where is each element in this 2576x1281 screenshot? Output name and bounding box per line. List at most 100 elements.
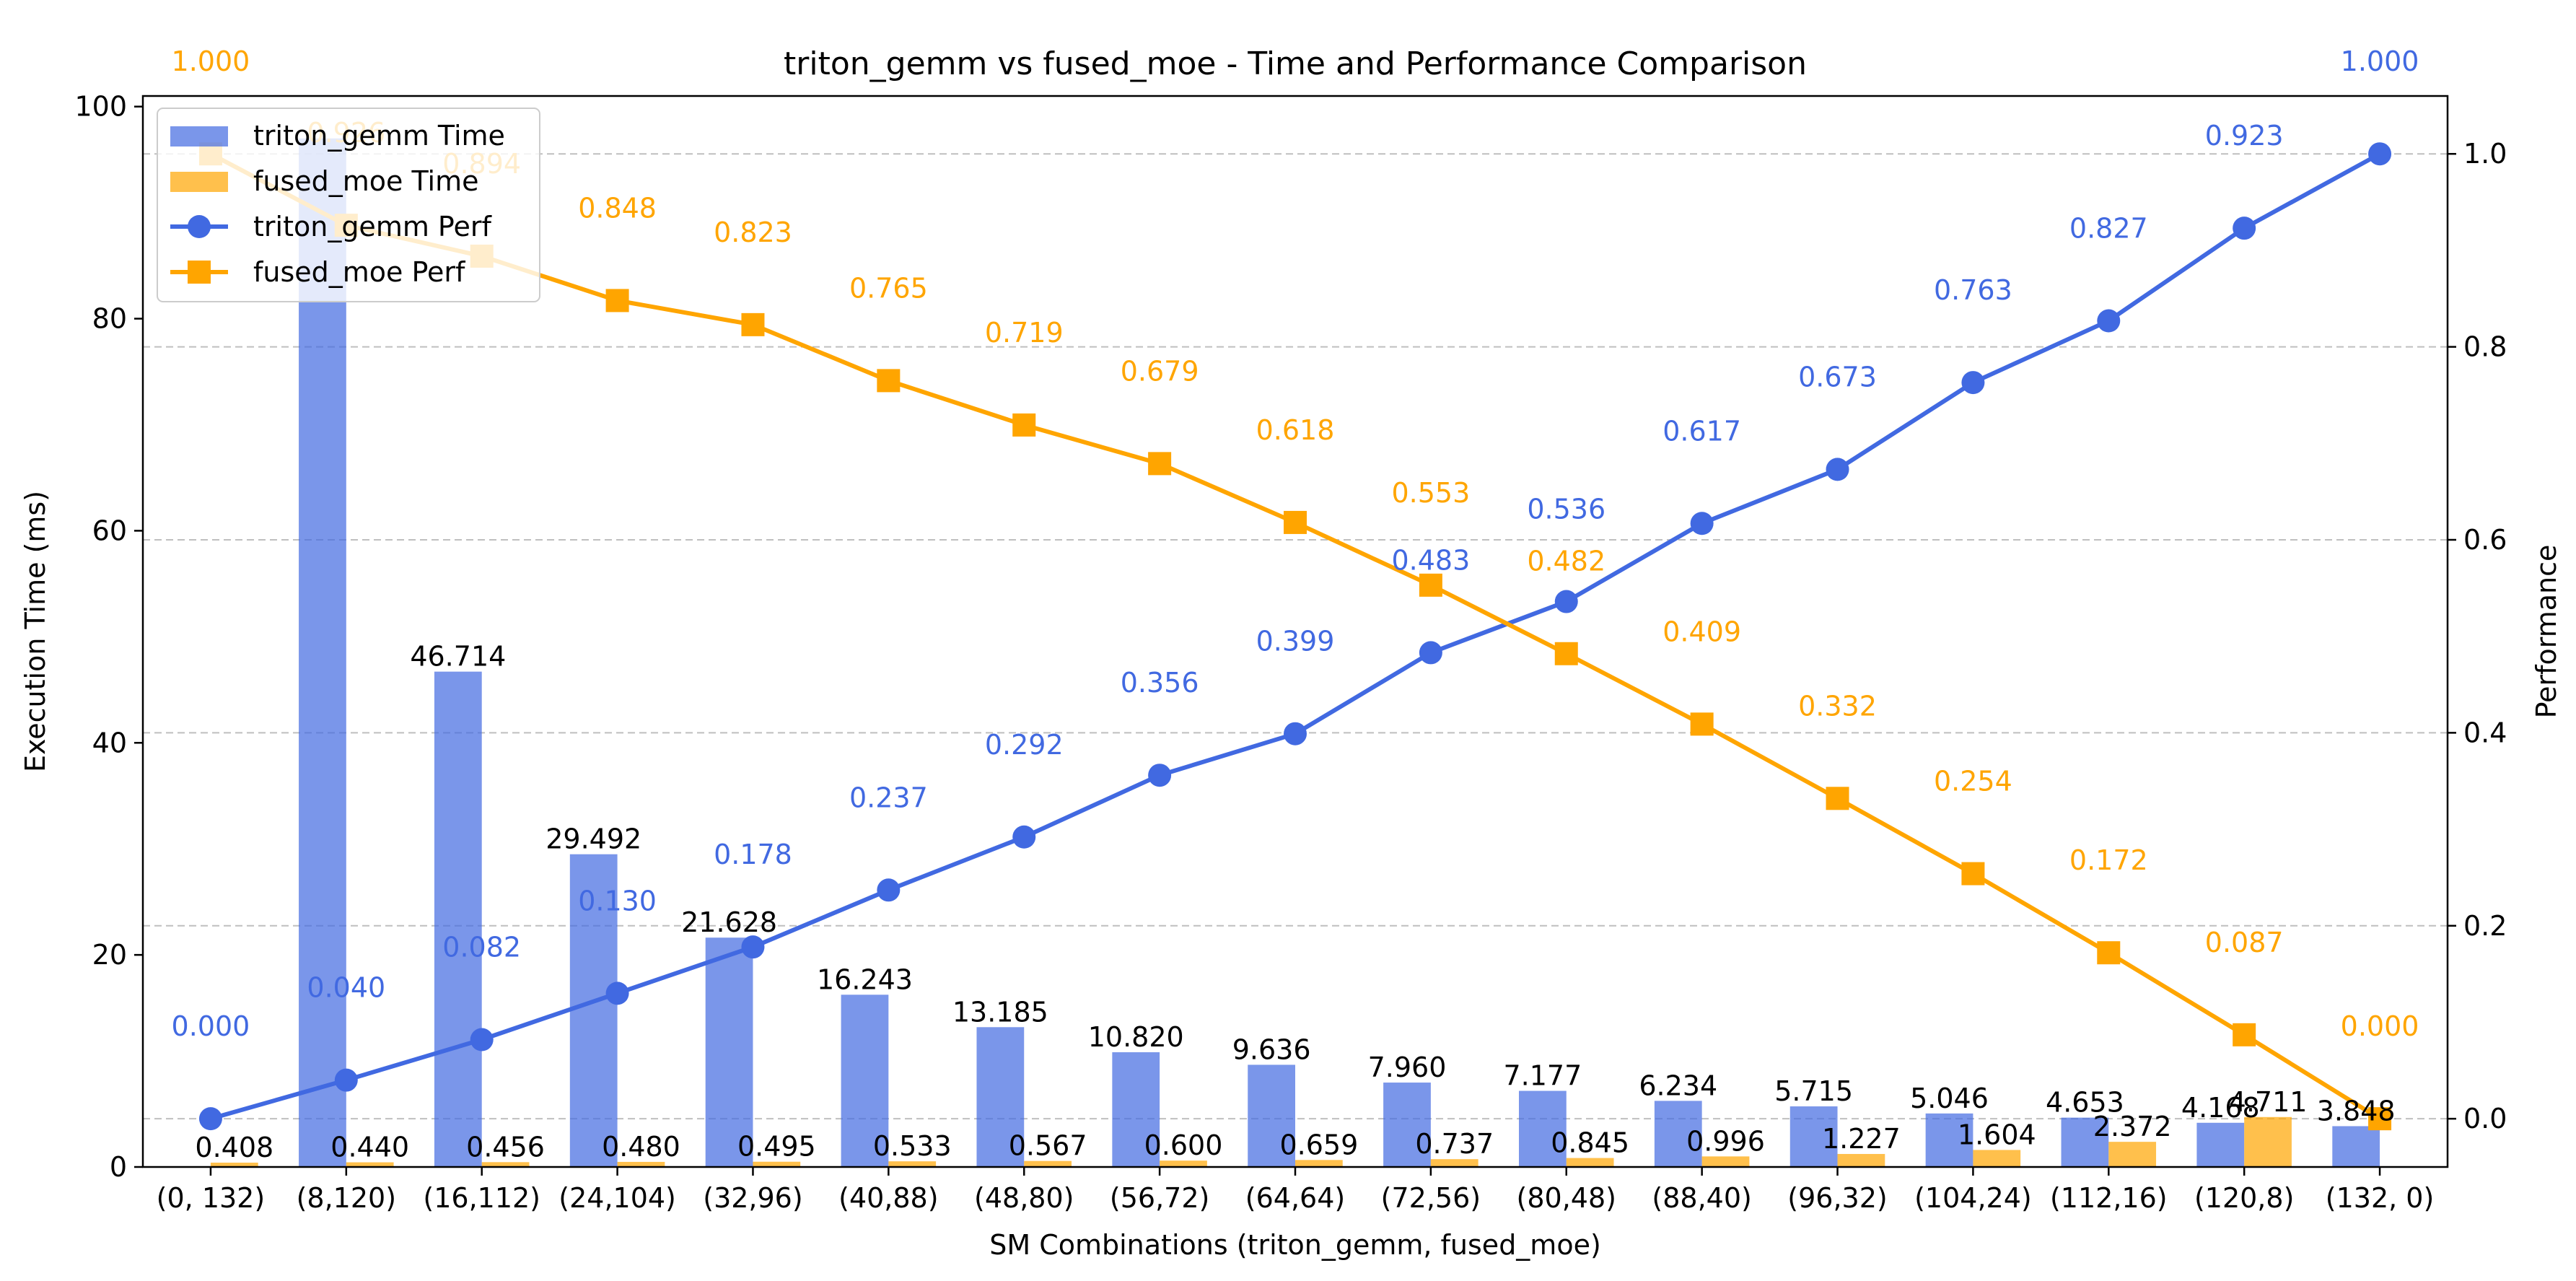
bar-fused-moe-time bbox=[2244, 1116, 2292, 1167]
perf-value-label: 0.130 bbox=[578, 885, 657, 917]
marker-triton-gemm-perf bbox=[2368, 142, 2392, 166]
bar-triton-gemm-time bbox=[1383, 1083, 1431, 1167]
axes: (0, 132) (8,120) (16,112) (24,104) (32,96) (4… bbox=[74, 91, 2507, 1214]
y-tick-label-right: 0.6 bbox=[2463, 524, 2507, 556]
perf-value-label: 0.763 bbox=[1934, 274, 2012, 306]
marker-fused-moe-perf bbox=[1554, 642, 1578, 665]
perf-value-label: 0.000 bbox=[172, 1010, 250, 1042]
x-tick-label: (80,48) bbox=[1517, 1182, 1616, 1214]
marker-triton-gemm-perf bbox=[2233, 217, 2256, 240]
bar-triton-gemm-time bbox=[299, 138, 346, 1168]
bar-triton-gemm-time bbox=[569, 854, 618, 1167]
bars bbox=[210, 138, 2380, 1168]
bar-value-label: 0.737 bbox=[1415, 1128, 1494, 1160]
bar-value-label: 0.456 bbox=[466, 1131, 545, 1163]
bar-value-label: 29.492 bbox=[546, 823, 641, 855]
y-tick-label-left: 20 bbox=[92, 939, 127, 971]
legend-swatch bbox=[170, 126, 228, 147]
bar-value-label: 0.533 bbox=[873, 1130, 952, 1162]
legend-label: triton_gemm Time bbox=[253, 120, 505, 152]
x-tick-label: (72,56) bbox=[1381, 1182, 1481, 1214]
marker-triton-gemm-perf bbox=[198, 1107, 222, 1131]
perf-value-label: 0.848 bbox=[578, 192, 657, 224]
marker-triton-gemm-perf bbox=[1690, 512, 1714, 535]
bar-fused-moe-time bbox=[753, 1161, 801, 1167]
bar-value-label: 16.243 bbox=[817, 963, 913, 995]
perf-value-label: 0.923 bbox=[2205, 120, 2284, 152]
bar-value-label: 0.408 bbox=[195, 1132, 273, 1163]
x-tick-label: (24,104) bbox=[558, 1182, 676, 1214]
perf-value-label: 0.399 bbox=[1256, 626, 1335, 657]
perf-value-label: 0.000 bbox=[2341, 1010, 2419, 1042]
x-axis-label: SM Combinations (triton_gemm, fused_moe) bbox=[989, 1229, 1601, 1261]
bar-triton-gemm-time bbox=[434, 671, 482, 1167]
bar-value-label: 13.185 bbox=[952, 996, 1048, 1028]
perf-value-label: 0.178 bbox=[714, 839, 792, 870]
bar-fused-moe-time bbox=[346, 1162, 394, 1167]
y-tick-label-left: 100 bbox=[74, 91, 127, 123]
x-tick-label: (112,16) bbox=[2050, 1182, 2168, 1214]
bar-fused-moe-time bbox=[2108, 1142, 2157, 1167]
bar-fused-moe-time bbox=[1701, 1156, 1750, 1167]
bar-triton-gemm-time bbox=[2196, 1122, 2245, 1167]
bar-fused-moe-time bbox=[1295, 1160, 1343, 1167]
perf-value-label: 0.172 bbox=[2069, 844, 2148, 876]
x-tick-label: (88,40) bbox=[1652, 1182, 1751, 1214]
y-axis-label-left: Execution Time (ms) bbox=[19, 491, 51, 772]
bar-fused-moe-time bbox=[1837, 1153, 1885, 1167]
marker-triton-gemm-perf bbox=[1284, 722, 1307, 746]
perf-value-label: 0.536 bbox=[1527, 494, 1605, 525]
perf-value-label: 0.409 bbox=[1662, 616, 1741, 647]
marker-fused-moe-perf bbox=[605, 289, 629, 312]
bar-triton-gemm-time bbox=[841, 994, 889, 1167]
marker-triton-gemm-perf bbox=[1554, 590, 1578, 613]
bar-fused-moe-time bbox=[1973, 1150, 2021, 1167]
bar-fused-moe-time bbox=[1024, 1160, 1072, 1167]
marker-triton-gemm-perf bbox=[605, 981, 629, 1005]
marker-fused-moe-perf bbox=[741, 312, 765, 336]
perf-value-label: 0.618 bbox=[1256, 414, 1335, 446]
x-tick-label: (8,120) bbox=[297, 1182, 396, 1214]
x-tick-label: (40,88) bbox=[838, 1182, 938, 1214]
bar-fused-moe-time bbox=[1430, 1159, 1478, 1167]
bar-value-label: 0.480 bbox=[602, 1131, 680, 1163]
marker-fused-moe-perf bbox=[1826, 787, 1849, 810]
y-tick-label-left: 40 bbox=[92, 727, 127, 758]
marker-fused-moe-perf bbox=[1148, 452, 1172, 476]
marker-fused-moe-perf bbox=[2233, 1023, 2256, 1046]
marker-triton-gemm-perf bbox=[741, 935, 765, 959]
bar-value-label: 0.845 bbox=[1551, 1127, 1629, 1159]
marker-fused-moe-perf bbox=[2097, 941, 2121, 965]
bar-value-label: 2.372 bbox=[2093, 1111, 2172, 1142]
bar-value-label: 4.653 bbox=[2046, 1087, 2124, 1119]
perf-value-label: 0.719 bbox=[985, 317, 1064, 349]
x-tick-label: (96,32) bbox=[1787, 1182, 1887, 1214]
legend-marker bbox=[188, 261, 211, 284]
bar-value-label: 4.711 bbox=[2229, 1086, 2308, 1118]
legend-swatch bbox=[170, 172, 228, 192]
perf-value-label: 0.765 bbox=[849, 272, 928, 304]
x-tick-label: (120,8) bbox=[2194, 1182, 2294, 1214]
bar-value-label: 6.234 bbox=[1639, 1070, 1717, 1101]
marker-fused-moe-perf bbox=[1690, 712, 1714, 736]
marker-triton-gemm-perf bbox=[1012, 825, 1036, 849]
y-tick-label-right: 0.4 bbox=[2463, 717, 2507, 748]
marker-fused-moe-perf bbox=[1419, 573, 1442, 597]
bar-value-label: 0.567 bbox=[1009, 1130, 1087, 1162]
perf-value-label: 0.087 bbox=[2205, 927, 2284, 958]
bar-value-label: 7.177 bbox=[1503, 1060, 1582, 1092]
perf-value-label: 0.356 bbox=[1121, 667, 1199, 699]
bar-triton-gemm-time bbox=[2061, 1117, 2109, 1167]
bar-triton-gemm-time bbox=[1112, 1052, 1160, 1167]
perf-value-label: 1.000 bbox=[2341, 45, 2419, 77]
marker-triton-gemm-perf bbox=[1961, 371, 1985, 395]
y-tick-label-left: 60 bbox=[92, 515, 127, 546]
perf-value-label: 0.823 bbox=[714, 217, 792, 248]
perf-value-label: 0.332 bbox=[1798, 690, 1877, 722]
marker-triton-gemm-perf bbox=[470, 1028, 494, 1052]
bar-value-label: 1.227 bbox=[1822, 1123, 1901, 1155]
y-axis-label-right: Performance bbox=[2531, 545, 2562, 719]
perf-value-label: 0.553 bbox=[1391, 477, 1470, 509]
marker-triton-gemm-perf bbox=[877, 878, 901, 902]
